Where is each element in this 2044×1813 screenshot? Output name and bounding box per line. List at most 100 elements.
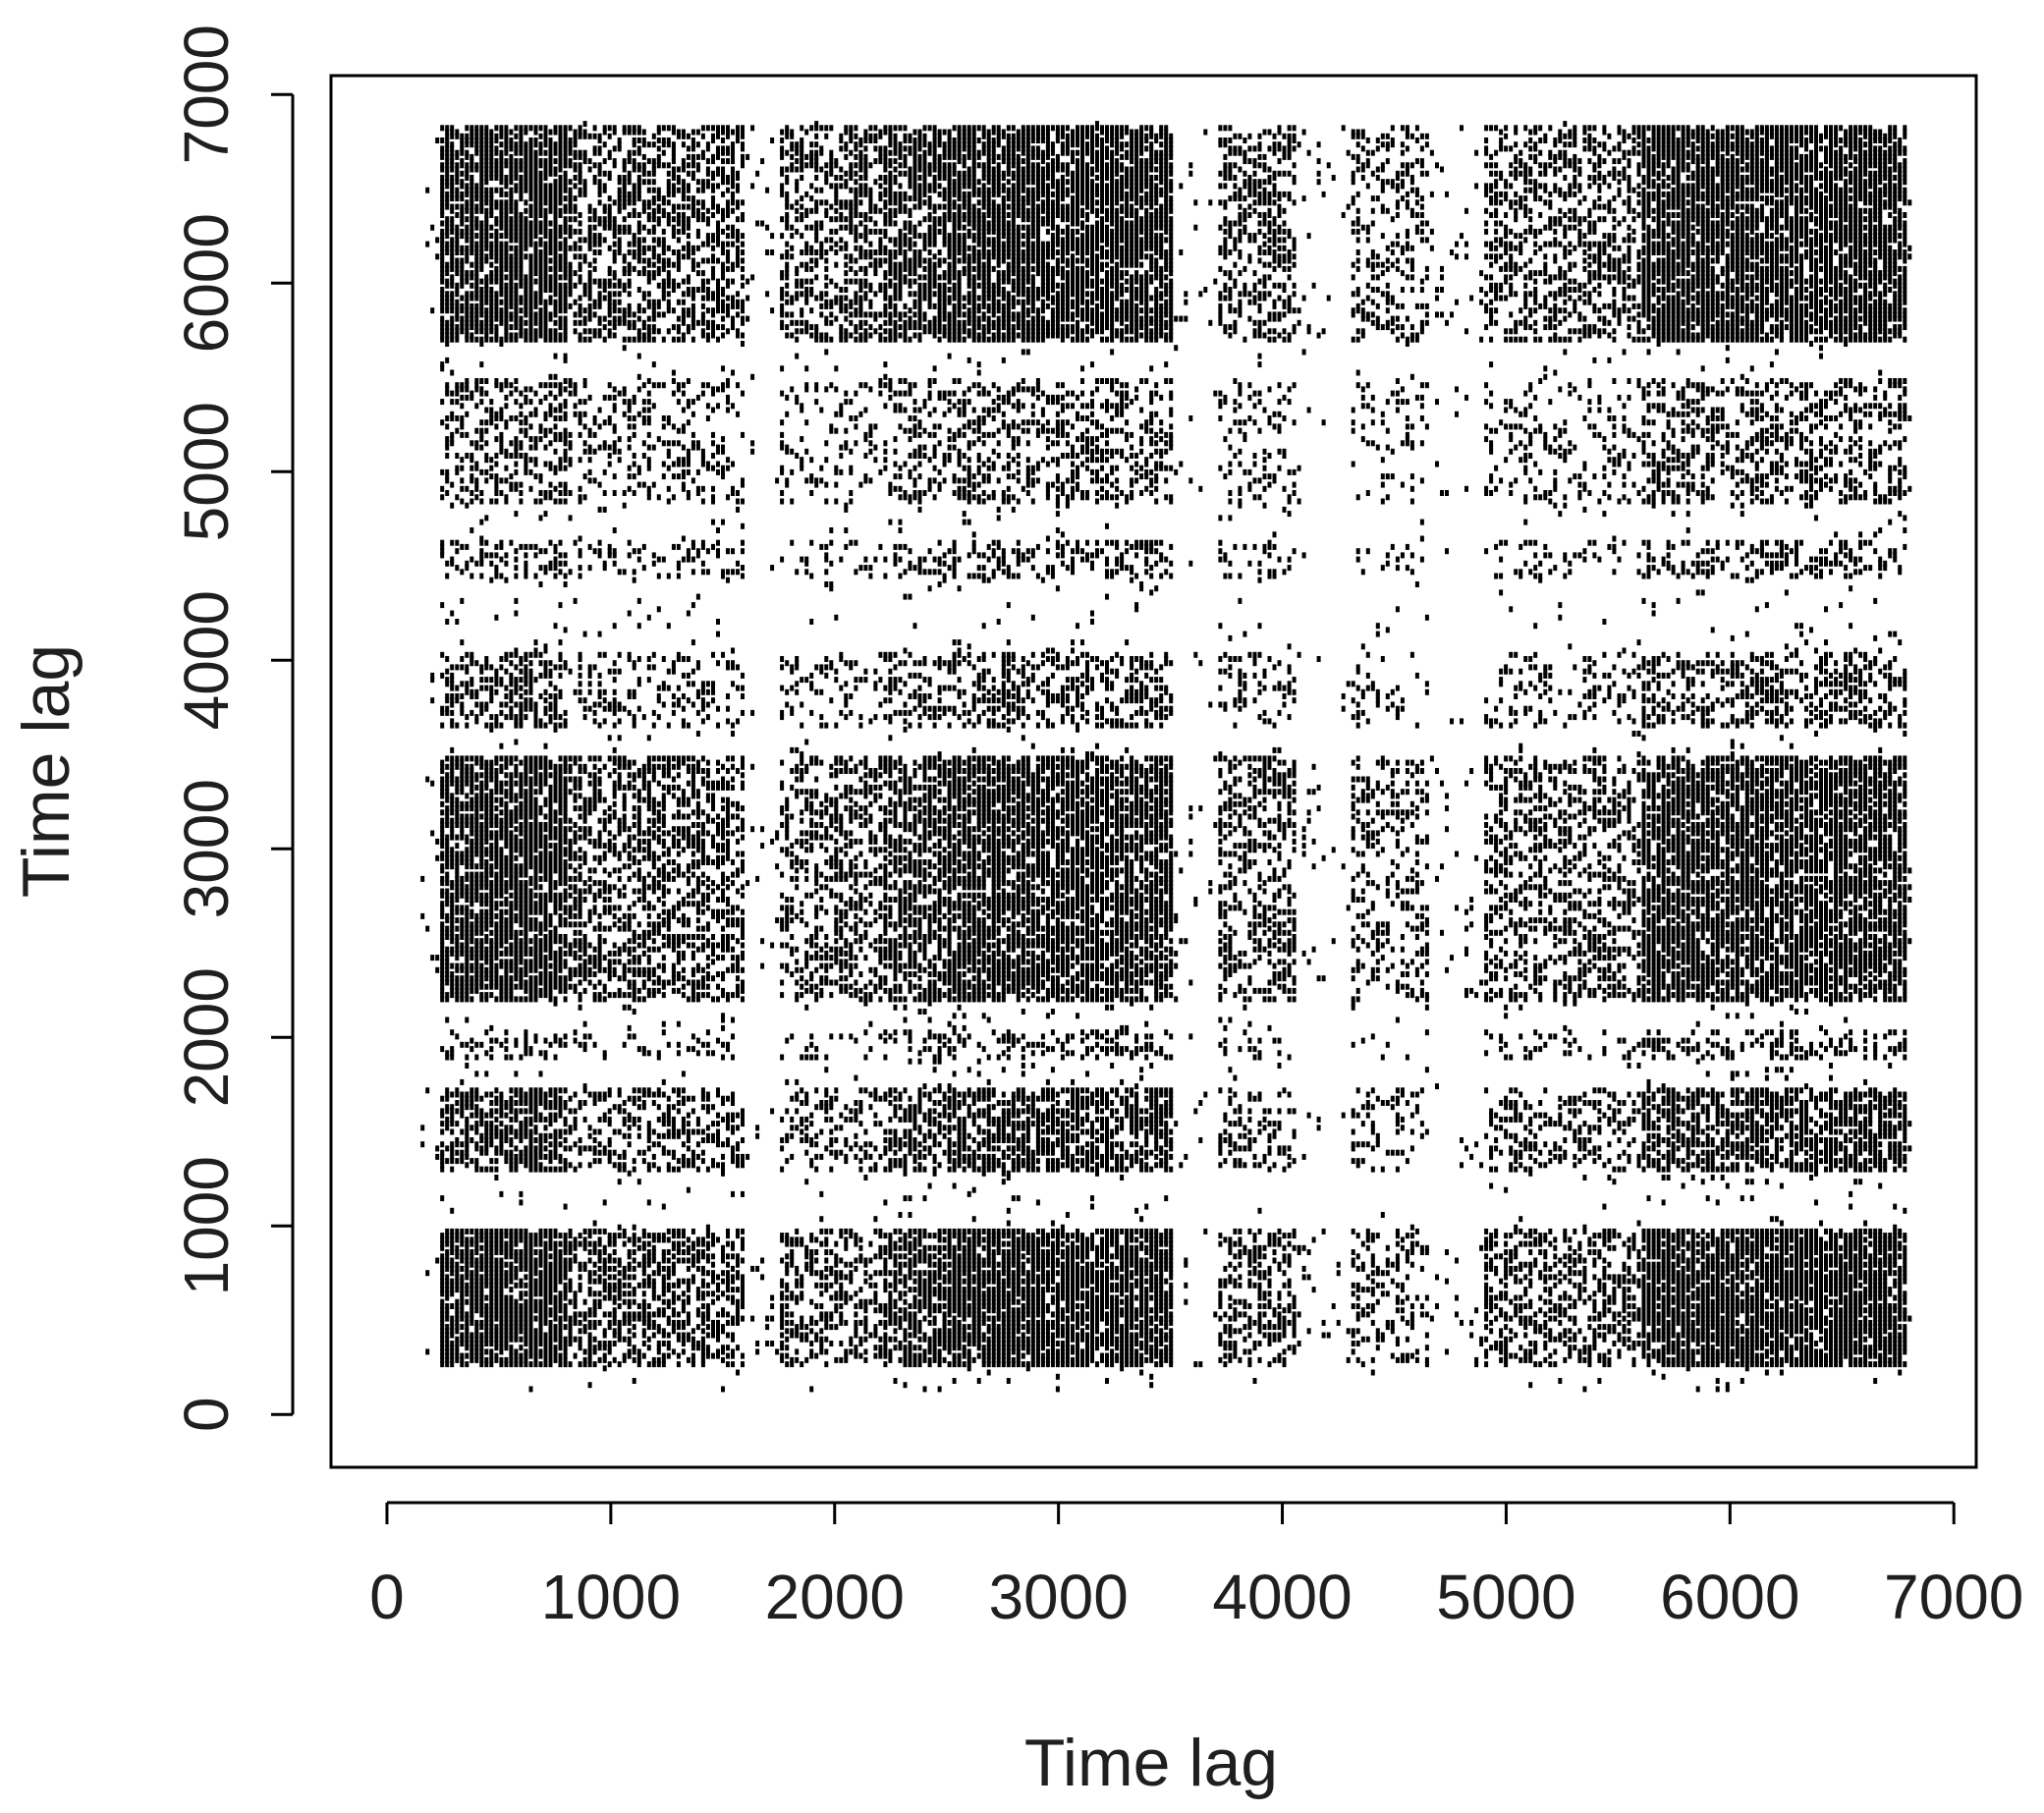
recurrence-point bbox=[465, 216, 469, 222]
recurrence-point bbox=[460, 975, 464, 981]
recurrence-point bbox=[450, 1046, 454, 1052]
recurrence-point bbox=[445, 693, 449, 699]
recurrence-point bbox=[470, 154, 473, 160]
recurrence-point bbox=[499, 141, 503, 147]
recurrence-point bbox=[455, 1087, 459, 1093]
recurrence-point bbox=[499, 1191, 503, 1197]
recurrence-point bbox=[509, 673, 513, 679]
recurrence-point bbox=[504, 897, 508, 903]
recurrence-point bbox=[474, 1071, 478, 1076]
recurrence-point bbox=[499, 656, 503, 662]
recurrence-point bbox=[465, 847, 469, 852]
recurrence-point bbox=[504, 1038, 508, 1044]
recurrence-point bbox=[484, 125, 488, 131]
recurrence-point bbox=[484, 440, 488, 446]
recurrence-point bbox=[494, 125, 498, 131]
recurrence-point bbox=[489, 577, 493, 583]
recurrence-point bbox=[465, 503, 469, 509]
recurrence-point bbox=[460, 1092, 464, 1098]
recurrence-point bbox=[435, 967, 439, 973]
recurrence-point bbox=[445, 320, 449, 326]
recurrence-point bbox=[455, 204, 459, 210]
recurrence-point bbox=[455, 188, 459, 193]
recurrence-point bbox=[499, 490, 503, 496]
recurrence-point bbox=[460, 1266, 464, 1272]
recurrence-point bbox=[470, 1333, 473, 1339]
recurrence-point bbox=[474, 755, 478, 761]
recurrence-point bbox=[484, 408, 488, 413]
recurrence-point bbox=[455, 1033, 459, 1039]
recurrence-point bbox=[445, 706, 449, 712]
recurrence-point bbox=[489, 1055, 493, 1061]
recurrence-point bbox=[514, 1038, 518, 1044]
recurrence-point bbox=[455, 934, 459, 940]
recurrence-point bbox=[484, 1229, 488, 1235]
recurrence-point bbox=[499, 847, 503, 852]
recurrence-point bbox=[484, 552, 488, 558]
recurrence-point bbox=[470, 921, 473, 927]
recurrence-point bbox=[445, 279, 449, 285]
recurrence-point bbox=[450, 503, 454, 509]
recurrence-point bbox=[489, 760, 493, 766]
recurrence-point bbox=[494, 188, 498, 193]
recurrence-point bbox=[479, 361, 483, 367]
recurrence-point bbox=[460, 1079, 464, 1085]
recurrence-point bbox=[460, 1324, 464, 1330]
recurrence-point bbox=[460, 1141, 464, 1147]
recurrence-point bbox=[460, 316, 464, 322]
recurrence-point bbox=[445, 453, 449, 459]
recurrence-point bbox=[460, 229, 464, 235]
recurrence-point bbox=[440, 162, 444, 168]
recurrence-point bbox=[440, 876, 444, 882]
recurrence-point bbox=[445, 1050, 449, 1056]
recurrence-point bbox=[504, 669, 508, 675]
recurrence-point bbox=[484, 1357, 488, 1363]
recurrence-point bbox=[420, 1125, 424, 1130]
recurrence-point bbox=[430, 830, 434, 836]
recurrence-point bbox=[499, 574, 503, 579]
recurrence-point bbox=[499, 477, 503, 483]
recurrence-point bbox=[489, 499, 493, 505]
recurrence-point bbox=[504, 909, 508, 915]
recurrence-point bbox=[484, 1348, 488, 1354]
recurrence-point bbox=[440, 419, 444, 425]
recurrence-point bbox=[470, 303, 473, 309]
recurrence-point bbox=[484, 469, 488, 475]
recurrence-point bbox=[455, 494, 459, 500]
recurrence-point bbox=[499, 1121, 503, 1126]
recurrence-point bbox=[479, 125, 483, 131]
recurrence-point bbox=[479, 499, 483, 505]
recurrence-point bbox=[470, 1038, 473, 1044]
recurrence-point bbox=[465, 1353, 469, 1359]
recurrence-point bbox=[445, 357, 449, 363]
recurrence-point bbox=[455, 905, 459, 910]
recurrence-point bbox=[465, 125, 469, 131]
recurrence-point bbox=[484, 760, 488, 766]
recurrence-point bbox=[494, 1108, 498, 1114]
recurrence-point bbox=[430, 697, 434, 703]
recurrence-point bbox=[484, 656, 488, 662]
recurrence-point bbox=[460, 963, 464, 969]
recurrence-point bbox=[440, 399, 444, 405]
recurrence-point bbox=[465, 1283, 469, 1289]
recurrence-point bbox=[445, 382, 449, 388]
recurrence-point bbox=[509, 324, 513, 330]
recurrence-point bbox=[465, 1236, 469, 1242]
recurrence-point bbox=[514, 1299, 518, 1305]
recurrence-point bbox=[484, 208, 488, 214]
recurrence-point bbox=[504, 561, 508, 567]
recurrence-point bbox=[435, 1145, 439, 1151]
recurrence-point bbox=[450, 125, 454, 131]
recurrence-point bbox=[494, 1145, 498, 1151]
recurrence-point bbox=[460, 876, 464, 882]
recurrence-point bbox=[514, 1071, 518, 1076]
recurrence-point bbox=[509, 1295, 513, 1301]
recurrence-point bbox=[470, 473, 473, 479]
recurrence-point bbox=[460, 403, 464, 409]
recurrence-point bbox=[455, 619, 459, 625]
recurrence-point bbox=[455, 1100, 459, 1106]
recurrence-point bbox=[440, 486, 444, 492]
recurrence-point bbox=[460, 432, 464, 438]
recurrence-point bbox=[494, 669, 498, 675]
recurrence-point bbox=[474, 440, 478, 446]
